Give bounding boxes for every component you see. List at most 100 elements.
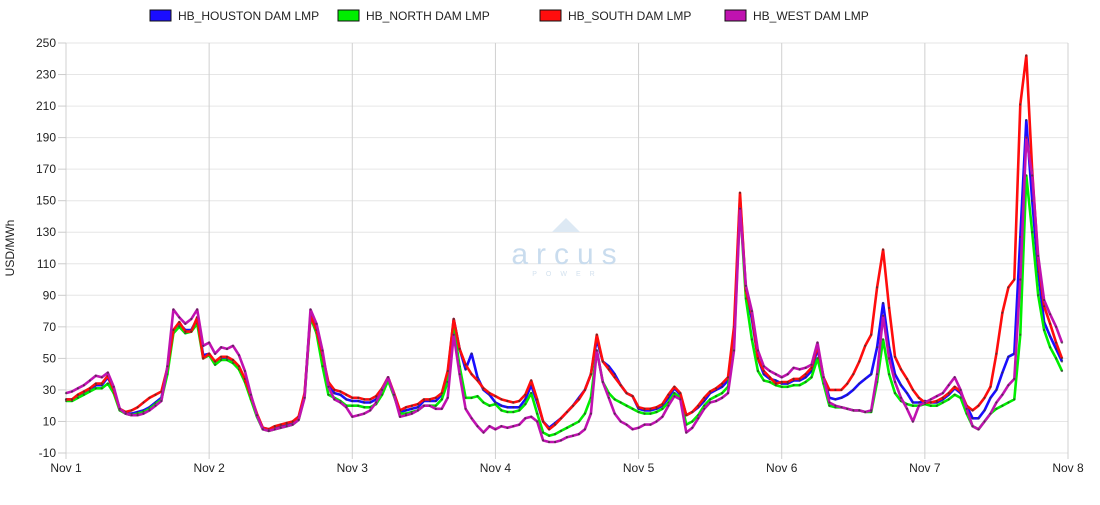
- data-point: [333, 398, 336, 401]
- data-point: [1049, 335, 1052, 338]
- data-point: [846, 393, 849, 396]
- data-point: [124, 412, 127, 415]
- data-point: [536, 420, 539, 423]
- data-point: [876, 346, 879, 349]
- data-point: [899, 384, 903, 387]
- data-point: [655, 406, 658, 409]
- data-point: [870, 373, 873, 376]
- data-point: [524, 417, 527, 420]
- data-point: [500, 409, 503, 412]
- legend-item[interactable]: HB_NORTH DAM LMP: [337, 9, 490, 23]
- data-point: [506, 399, 509, 403]
- data-point: [870, 333, 873, 336]
- data-point: [225, 347, 229, 350]
- data-point: [828, 401, 831, 404]
- data-point: [452, 333, 455, 336]
- data-point: [905, 392, 909, 395]
- data-point: [500, 425, 503, 428]
- data-point: [858, 382, 861, 385]
- data-point: [184, 330, 187, 333]
- data-point: [404, 414, 408, 417]
- legend-item[interactable]: HB_WEST DAM LMP: [724, 9, 869, 23]
- data-point: [202, 344, 205, 347]
- data-point: [971, 425, 974, 428]
- data-point: [345, 393, 348, 396]
- data-point: [625, 423, 628, 426]
- series-group: [64, 54, 1064, 444]
- data-point: [905, 403, 909, 406]
- data-point: [935, 399, 938, 403]
- data-point: [840, 388, 843, 391]
- data-point: [691, 420, 694, 423]
- data-point: [977, 404, 980, 407]
- data-point: [351, 404, 354, 407]
- legend-item[interactable]: HB_HOUSTON DAM LMP: [149, 9, 319, 23]
- data-point: [369, 401, 372, 404]
- data-point: [947, 392, 950, 395]
- x-tick-label: Nov 8: [1052, 461, 1084, 475]
- data-point: [828, 404, 831, 407]
- legend-item[interactable]: HB_SOUTH DAM LMP: [539, 9, 691, 23]
- data-point: [333, 392, 336, 395]
- data-point: [416, 403, 419, 406]
- data-point: [1037, 294, 1040, 297]
- y-tick-label: 150: [36, 194, 56, 208]
- data-point: [488, 425, 491, 428]
- series-hb-west: [64, 136, 1064, 444]
- data-point: [70, 390, 74, 393]
- data-point: [953, 376, 956, 379]
- data-point: [148, 409, 151, 412]
- data-point: [816, 357, 819, 360]
- data-point: [649, 423, 652, 426]
- data-point: [178, 316, 181, 319]
- data-point: [94, 374, 97, 377]
- data-point: [178, 325, 181, 328]
- data-point: [935, 395, 938, 398]
- data-point: [888, 306, 891, 309]
- data-point: [667, 393, 670, 396]
- data-point: [321, 365, 324, 368]
- y-tick-label: 50: [43, 351, 57, 365]
- data-point: [303, 396, 306, 399]
- data-point: [148, 396, 151, 399]
- data-point: [637, 406, 640, 409]
- data-point: [959, 396, 962, 399]
- data-point: [404, 406, 408, 409]
- data-point: [446, 369, 449, 373]
- data-point: [285, 425, 288, 428]
- data-point: [1007, 286, 1010, 289]
- data-point: [882, 248, 885, 251]
- data-point: [709, 401, 712, 404]
- data-point: [369, 398, 372, 401]
- data-point: [619, 401, 622, 404]
- data-point: [1001, 371, 1004, 374]
- data-point: [512, 406, 515, 409]
- data-point: [601, 380, 604, 384]
- data-point: [345, 398, 348, 401]
- data-point: [1043, 298, 1046, 302]
- x-tick-label: Nov 6: [766, 461, 798, 475]
- data-point: [225, 358, 229, 362]
- data-point: [1043, 328, 1046, 332]
- data-point: [715, 395, 718, 398]
- data-point: [530, 415, 533, 418]
- data-point: [858, 360, 861, 363]
- data-point: [1055, 341, 1058, 344]
- data-point: [548, 434, 551, 437]
- data-point: [911, 401, 915, 404]
- data-point: [524, 398, 527, 401]
- data-point: [375, 401, 378, 404]
- data-point: [637, 410, 640, 414]
- data-point: [512, 410, 515, 414]
- data-point: [661, 407, 664, 410]
- data-point: [977, 428, 980, 431]
- data-point: [452, 317, 455, 321]
- data-point: [398, 415, 402, 418]
- data-point: [464, 368, 467, 371]
- data-point: [1060, 341, 1064, 344]
- data-point: [339, 393, 342, 396]
- y-tick-label: 190: [36, 131, 56, 145]
- y-tick-label: 90: [43, 288, 57, 302]
- data-point: [554, 423, 557, 426]
- data-point: [166, 365, 169, 368]
